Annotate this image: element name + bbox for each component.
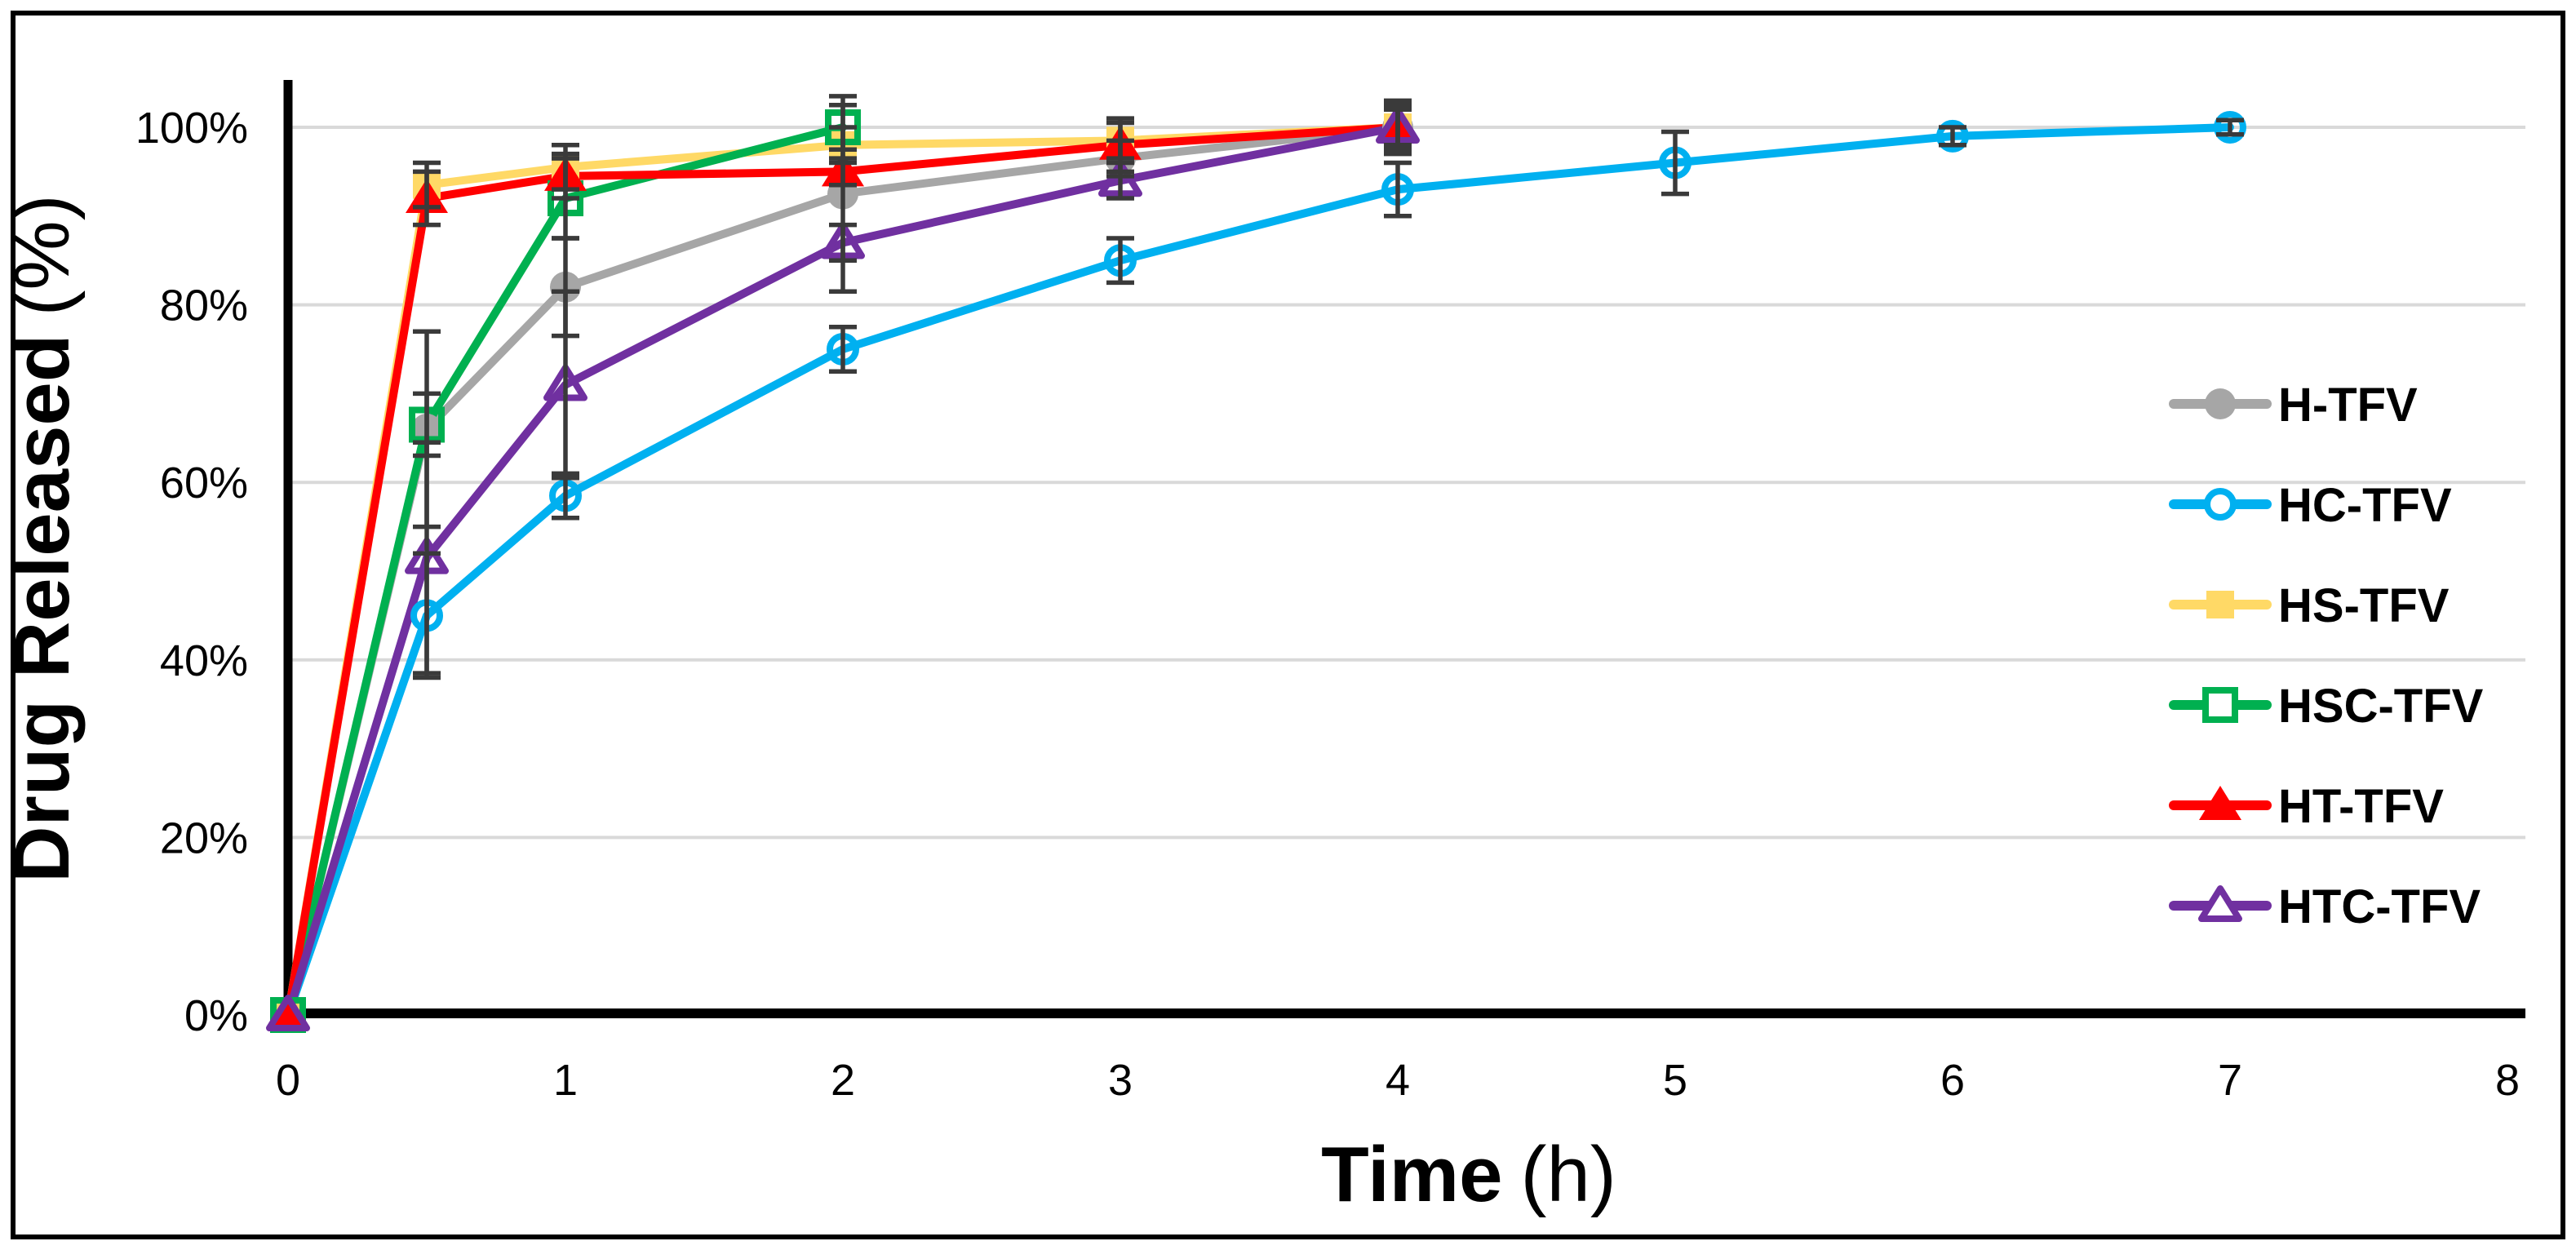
y-axis-title: Drug Released(%) — [0, 194, 86, 883]
legend-label: HC-TFV — [2278, 479, 2452, 532]
series-markers — [266, 107, 2246, 1033]
tick-labels: 0% 20% 40% 60% 80% 100% 0 1 2 3 4 5 6 7 8 — [135, 104, 2520, 1105]
x-tick-label-7: 7 — [2218, 1056, 2242, 1105]
x-tick-label-5: 5 — [1663, 1056, 1687, 1105]
legend-item-hs-tfv: HS-TFV — [2169, 579, 2450, 632]
x-tick-label-2: 2 — [831, 1056, 855, 1105]
marker-square-open — [2202, 687, 2238, 723]
y-tick-label-20: 20% — [160, 813, 248, 862]
series-line-htc-tfv — [284, 123, 1402, 1019]
series-line-ht-tfv — [284, 123, 1402, 1019]
error-bars — [413, 94, 2244, 680]
x-tick-label-8: 8 — [2495, 1056, 2520, 1105]
legend-item-ht-tfv: HT-TFV — [2169, 780, 2444, 833]
legend-item-hc-tfv: HC-TFV — [2169, 479, 2452, 532]
error-bars-hc-tfv — [413, 117, 2244, 680]
marker-circle-open — [2204, 488, 2237, 521]
y-tick-label-0: 0% — [184, 991, 248, 1040]
marker-circle-open — [1936, 119, 1969, 153]
marker-triangle-open — [266, 995, 310, 1031]
y-tick-label-40: 40% — [160, 636, 248, 685]
axes — [283, 80, 2525, 1018]
legend-label: HS-TFV — [2278, 579, 2450, 632]
legend-item-h-tfv: H-TFV — [2169, 379, 2418, 432]
series-line-hsc-tfv — [284, 123, 847, 1019]
x-axis-title: Time (h) — [1321, 1131, 1616, 1218]
legend-label: HSC-TFV — [2278, 680, 2484, 733]
y-tick-label-60: 60% — [160, 459, 248, 508]
legend-label: H-TFV — [2278, 379, 2418, 432]
x-tick-label-6: 6 — [1940, 1056, 1965, 1105]
error-bars-htc-tfv — [413, 103, 1412, 676]
legend: H-TFV HC-TFV HS-TFV HSC-TFV HT-TFV HTC-TFV — [2169, 379, 2484, 933]
y-tick-label-80: 80% — [160, 281, 248, 330]
marker-triangle-open — [2198, 885, 2242, 922]
x-tick-label-0: 0 — [276, 1056, 300, 1105]
x-tick-label-3: 3 — [1108, 1056, 1133, 1105]
legend-item-hsc-tfv: HSC-TFV — [2169, 680, 2484, 733]
figure-border — [11, 11, 2565, 1239]
marker-circle-filled — [2205, 388, 2236, 419]
marker-circle-open — [2214, 111, 2246, 144]
legend-label: HTC-TFV — [2278, 880, 2481, 933]
marker-triangle-filled — [2199, 786, 2241, 820]
legend-label: HT-TFV — [2278, 780, 2444, 833]
marker-square-filled — [2206, 591, 2234, 618]
x-tick-label-1: 1 — [553, 1056, 578, 1105]
x-tick-label-4: 4 — [1386, 1056, 1410, 1105]
marker-triangle-filled — [267, 995, 309, 1030]
y-tick-label-100: 100% — [135, 104, 248, 153]
legend-item-htc-tfv: HTC-TFV — [2169, 880, 2481, 933]
